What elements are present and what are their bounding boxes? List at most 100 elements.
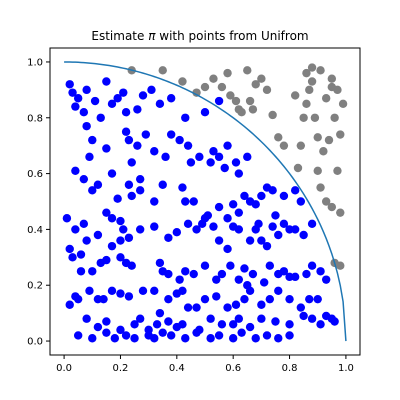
data-point bbox=[102, 144, 111, 153]
x-tick-label: 0.2 bbox=[113, 363, 129, 374]
data-point bbox=[71, 225, 80, 234]
data-point bbox=[130, 334, 139, 343]
data-point bbox=[135, 314, 145, 323]
data-point bbox=[209, 222, 218, 231]
data-point bbox=[96, 113, 105, 122]
data-point bbox=[307, 261, 317, 270]
series-1 bbox=[127, 63, 348, 270]
data-point bbox=[296, 197, 306, 206]
data-point bbox=[127, 261, 136, 270]
axes-frame bbox=[49, 47, 361, 356]
data-point bbox=[192, 88, 201, 97]
chart-title: Estimate π with points from Unifrom bbox=[91, 29, 308, 43]
data-point bbox=[257, 300, 266, 309]
data-point bbox=[262, 331, 272, 340]
data-point bbox=[121, 127, 131, 136]
data-point bbox=[307, 219, 317, 229]
data-point bbox=[88, 135, 97, 145]
data-point bbox=[107, 169, 117, 178]
data-point bbox=[220, 163, 229, 173]
x-tick-label: 0.8 bbox=[282, 363, 298, 374]
y-tick-label: 0.0 bbox=[27, 337, 43, 348]
chart-title-suffix: with points from Unifrom bbox=[155, 29, 308, 43]
data-point bbox=[178, 320, 187, 329]
data-point bbox=[313, 166, 322, 175]
data-point bbox=[116, 216, 125, 226]
data-point bbox=[62, 214, 72, 223]
data-point bbox=[68, 88, 77, 97]
data-point bbox=[279, 141, 289, 150]
data-point bbox=[240, 191, 249, 201]
data-point bbox=[158, 66, 167, 75]
data-point bbox=[76, 250, 86, 259]
data-point bbox=[183, 141, 193, 150]
data-point bbox=[200, 214, 210, 223]
data-point bbox=[172, 228, 182, 237]
data-point bbox=[65, 244, 74, 254]
data-point bbox=[206, 158, 215, 167]
y-tick-label: 0.6 bbox=[27, 169, 43, 180]
data-point bbox=[68, 253, 77, 262]
y-tick-label: 0.8 bbox=[27, 113, 43, 124]
y-tick-label: 0.2 bbox=[27, 281, 43, 292]
data-point bbox=[121, 107, 131, 117]
data-point bbox=[234, 208, 244, 217]
data-point bbox=[228, 200, 238, 209]
data-point bbox=[82, 85, 91, 95]
data-point bbox=[107, 99, 117, 109]
data-point bbox=[290, 225, 300, 234]
data-point bbox=[155, 258, 165, 268]
data-point bbox=[299, 230, 308, 240]
data-point bbox=[102, 317, 111, 326]
data-point bbox=[290, 91, 300, 100]
data-point bbox=[161, 152, 170, 162]
data-point bbox=[305, 294, 314, 304]
data-point bbox=[90, 96, 100, 106]
data-point bbox=[138, 286, 148, 296]
data-point bbox=[248, 269, 258, 279]
data-point bbox=[183, 219, 193, 229]
data-point bbox=[138, 91, 148, 100]
data-point bbox=[164, 317, 173, 326]
data-point bbox=[133, 105, 142, 114]
data-point bbox=[164, 233, 173, 242]
data-point bbox=[150, 197, 159, 206]
data-point bbox=[268, 186, 277, 195]
data-point bbox=[200, 294, 210, 304]
data-point bbox=[124, 233, 134, 242]
data-point bbox=[243, 152, 252, 162]
data-point bbox=[73, 294, 83, 304]
data-point bbox=[271, 211, 280, 220]
data-point bbox=[93, 180, 103, 189]
y-tick-label: 1.0 bbox=[27, 57, 43, 68]
data-point bbox=[200, 107, 210, 117]
data-point bbox=[223, 141, 232, 150]
data-point bbox=[155, 308, 165, 318]
data-point bbox=[209, 147, 218, 156]
data-point bbox=[327, 202, 337, 212]
data-point bbox=[195, 152, 204, 162]
data-point bbox=[192, 225, 201, 234]
data-point bbox=[245, 236, 255, 245]
data-point bbox=[223, 68, 232, 78]
data-point bbox=[124, 135, 134, 145]
data-point bbox=[302, 99, 311, 109]
data-point bbox=[79, 107, 89, 117]
data-point bbox=[274, 230, 283, 240]
data-point bbox=[124, 180, 134, 189]
x-axis: 0.0 0.2 0.4 0.6 0.8 1.0 bbox=[56, 355, 354, 374]
data-point bbox=[279, 267, 289, 276]
data-point bbox=[223, 303, 232, 312]
data-point bbox=[265, 294, 275, 304]
data-point bbox=[336, 261, 345, 270]
data-point bbox=[338, 99, 348, 109]
data-point bbox=[251, 200, 260, 209]
data-point bbox=[166, 94, 176, 103]
data-point bbox=[316, 320, 325, 329]
data-point bbox=[257, 74, 266, 83]
data-point bbox=[319, 147, 328, 156]
data-point bbox=[327, 74, 337, 83]
data-point bbox=[330, 113, 339, 122]
data-point bbox=[150, 334, 159, 343]
